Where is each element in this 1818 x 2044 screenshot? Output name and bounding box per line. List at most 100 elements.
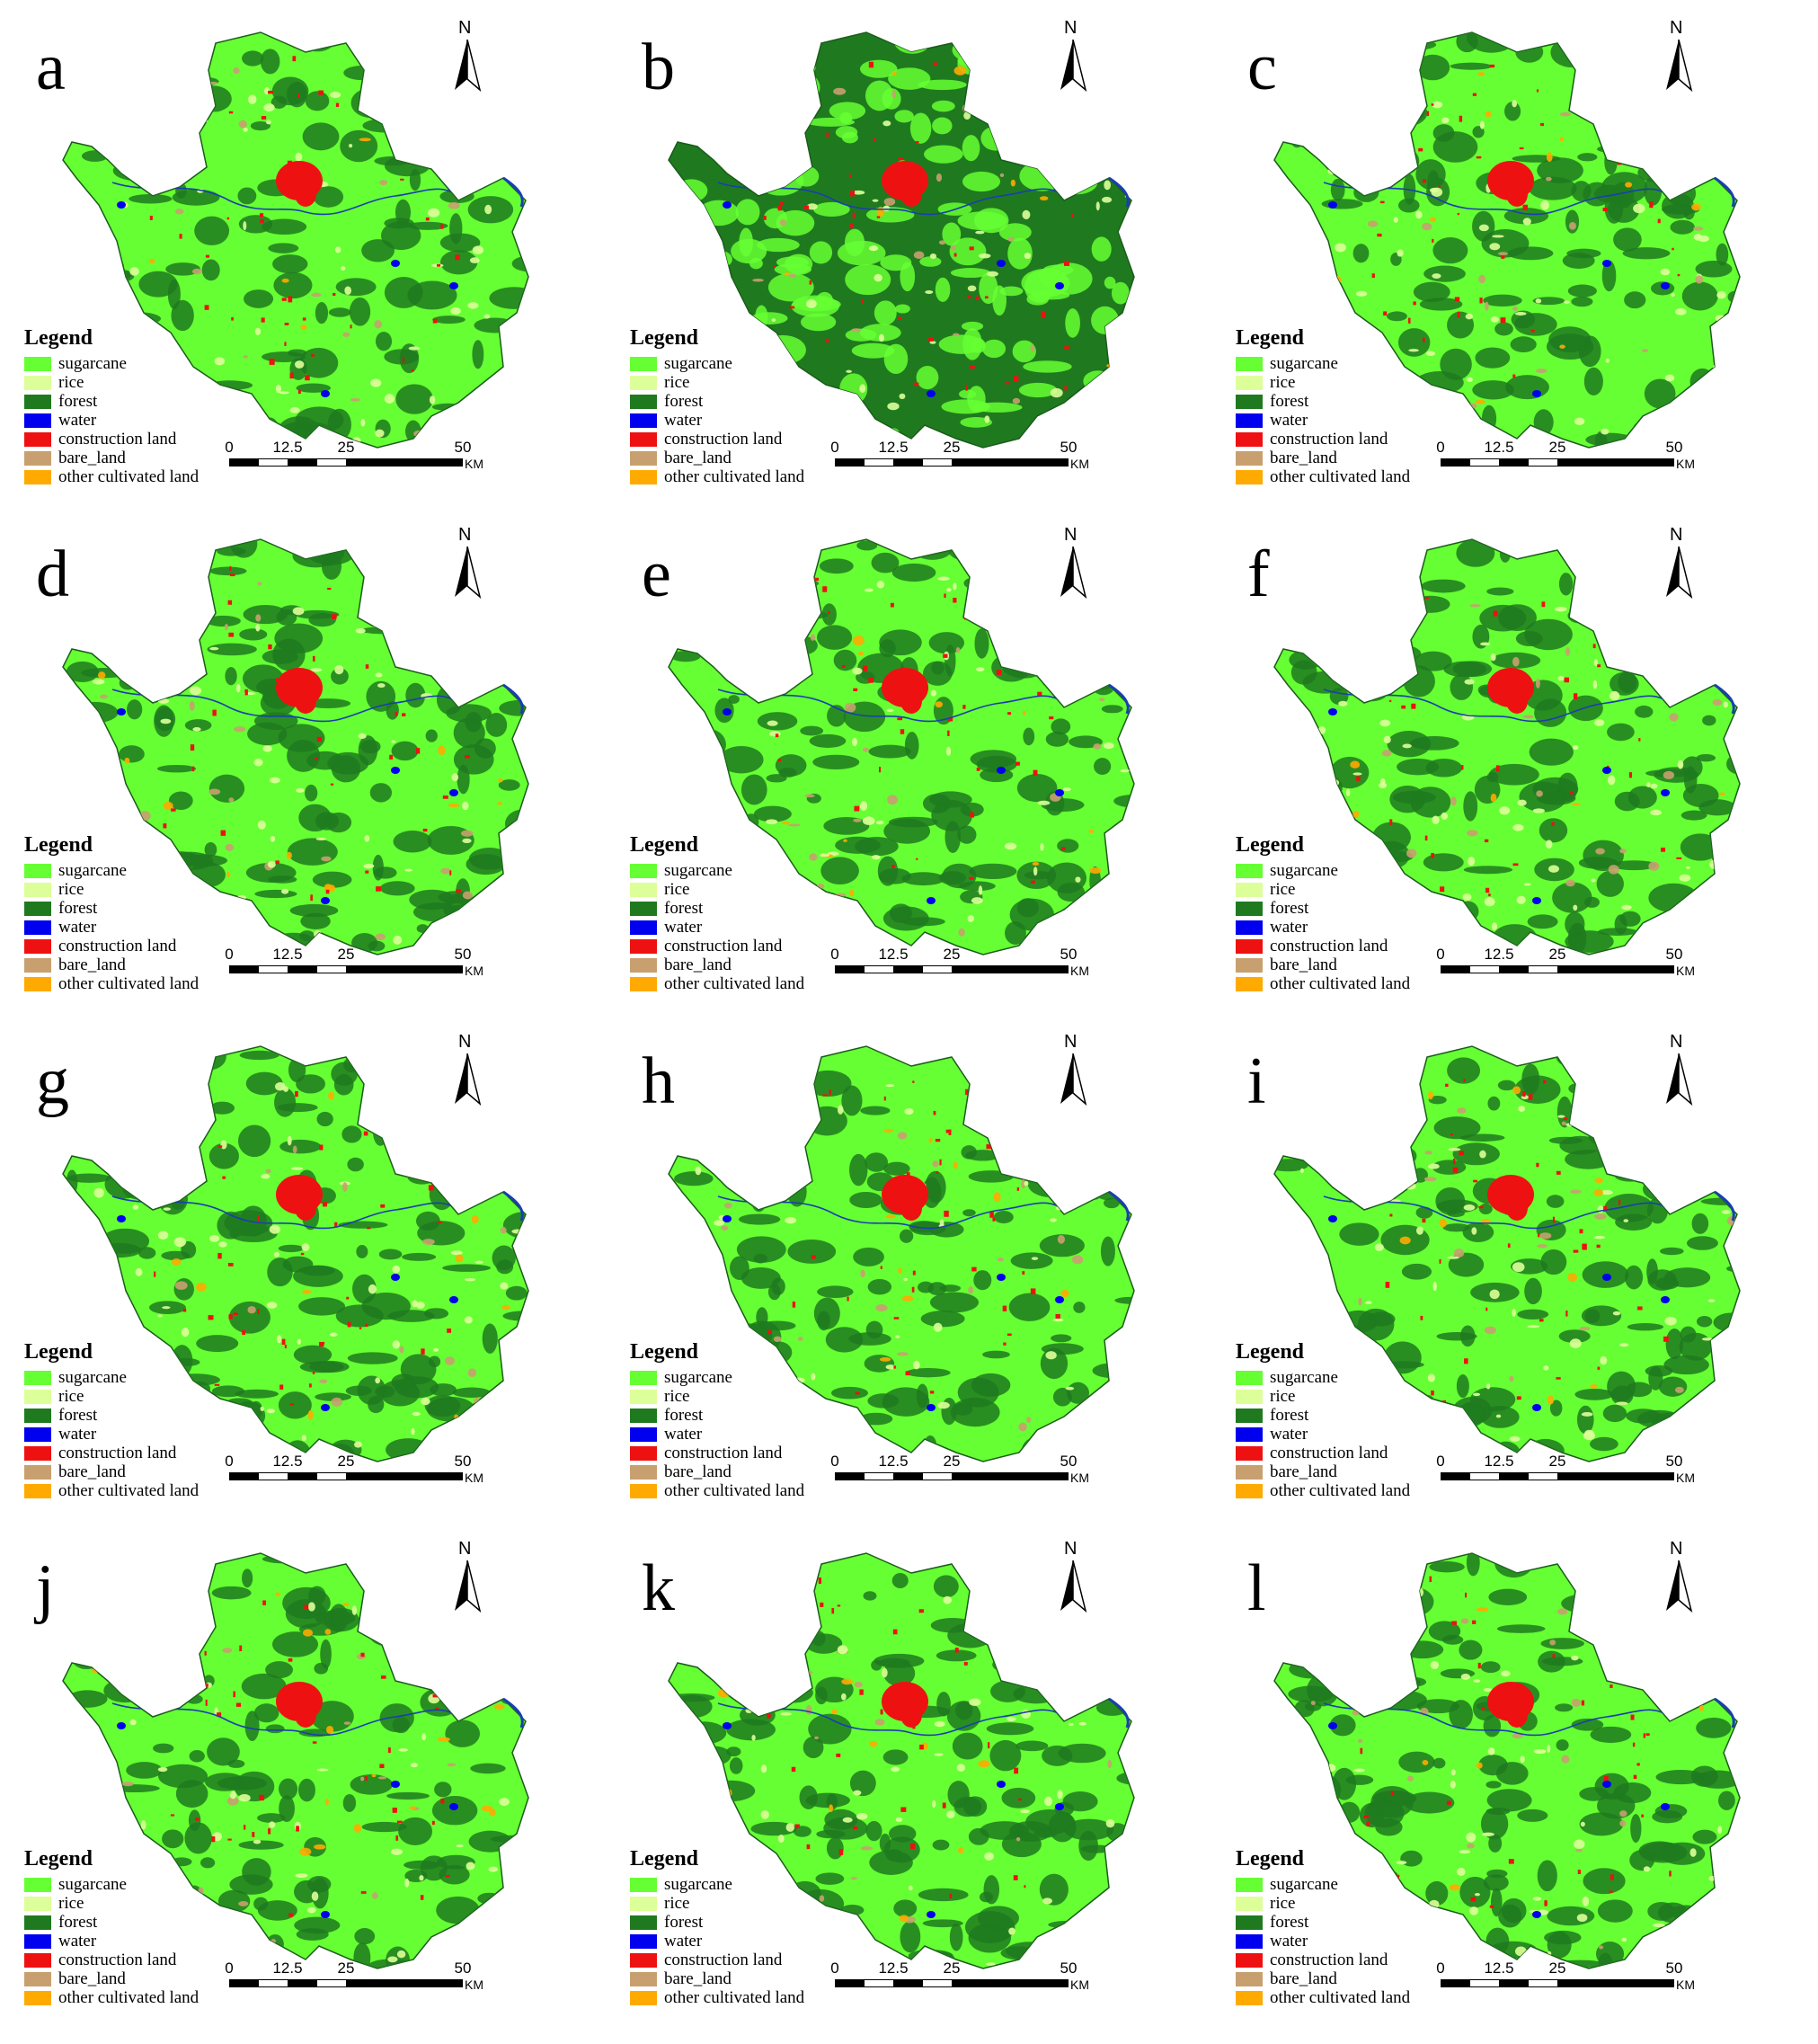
forest-patch [865,1152,889,1172]
cropland-patch [1489,243,1501,251]
cropland-patch [781,1109,792,1115]
forest-patch [1550,37,1593,68]
cropland-patch [1008,1927,1015,1935]
forest-patch [1294,1733,1309,1763]
cropland-patch [1018,129,1029,134]
forest-patch [1717,1791,1735,1810]
cropland-patch [243,127,248,132]
construction-patch [1360,1747,1363,1755]
cropland-patch [958,1846,964,1854]
cropland-patch [1547,1745,1551,1753]
forest-patch [378,1249,403,1260]
cropland-patch [882,1129,894,1133]
forest-patch [805,1792,850,1808]
cropland-patch [163,1207,172,1211]
cropland-patch [348,143,353,148]
cropland-patch [956,1764,966,1772]
legend-swatch [1236,1483,1263,1498]
cropland-patch [887,402,900,411]
legend-swatch [630,1408,657,1423]
legend-item: water [1236,1425,1469,1444]
cropland-patch [440,867,451,875]
forest-patch [691,271,726,305]
cropland-patch [692,766,701,770]
cropland-patch [1040,842,1044,851]
forest-patch [1680,1912,1700,1941]
construction-patch [431,1576,437,1582]
cropland-patch [1039,196,1049,201]
construction-patch [437,620,442,627]
cropland-patch [442,1617,448,1628]
construction-patch [1556,1170,1561,1175]
forest-patch [395,199,412,226]
forest-patch [1033,569,1047,597]
cropland-patch [852,190,865,195]
forest-patch [900,262,916,292]
cropland-patch [375,672,383,678]
construction-patch [767,1713,771,1719]
cropland-patch [1718,1185,1725,1190]
cropland-patch [491,591,501,598]
cropland-patch [238,120,247,129]
cropland-patch [864,588,874,592]
forest-patch [1618,671,1637,693]
construction-patch [1488,893,1491,897]
construction-patch [268,644,272,650]
scale-bar: 0 12.5 25 50 KM [830,439,1089,475]
cropland-patch [1565,879,1575,887]
construction-patch [852,212,856,218]
forest-patch [420,37,435,66]
city-core [900,1702,922,1728]
river [111,1195,459,1230]
construction-patch [402,356,405,363]
cropland-patch [883,198,896,206]
forest-patch [1547,1906,1595,1926]
construction-patch [893,1365,896,1369]
forest-patch [675,179,708,202]
cropland-patch [472,245,484,254]
construction-patch [321,1341,325,1345]
forest-patch [1633,1150,1672,1176]
cropland-patch [1619,1820,1627,1827]
forest-patch [674,1171,714,1186]
cropland-patch [985,1962,997,1966]
forest-patch [901,872,945,886]
cropland-patch [225,843,235,851]
construction-patch [863,665,868,671]
legend-label: bare_land [664,1968,732,1988]
forest-patch [78,1119,120,1143]
construction-patch [935,1138,941,1142]
cropland-patch [1490,793,1497,803]
forest-patch [1401,1263,1432,1280]
scale-bar-graphic [1441,458,1674,467]
cropland-patch [1619,1639,1628,1643]
cropland-patch [1104,180,1112,191]
forest-patch [1312,1567,1351,1581]
cropland-patch [235,683,241,693]
forest-patch [1378,98,1428,128]
cropland-patch [191,268,203,275]
forest-patch [278,1244,305,1253]
cropland-patch [1536,369,1548,374]
cropland-patch [1527,1325,1540,1329]
cropland-patch [1693,234,1702,241]
north-arrow-icon [1060,547,1087,599]
forest-patch [973,1270,992,1291]
cropland-patch [852,667,863,675]
cropland-patch [224,624,229,631]
forest-patch [1369,643,1384,669]
construction-patch [806,1844,811,1850]
construction-patch [1070,213,1074,218]
forest-patch [406,80,432,91]
cropland-patch [1450,1780,1456,1789]
forest-patch [1480,1808,1509,1840]
construction-patch [1501,255,1505,259]
forest-patch [383,74,396,95]
cropland-patch [360,1776,365,1782]
construction-patch [259,213,264,218]
forest-patch [1514,1075,1561,1104]
cropland-patch [387,1956,398,1963]
forest-patch [431,1795,478,1826]
legend-swatch [630,1445,657,1461]
north-label: N [1064,1539,1077,1559]
